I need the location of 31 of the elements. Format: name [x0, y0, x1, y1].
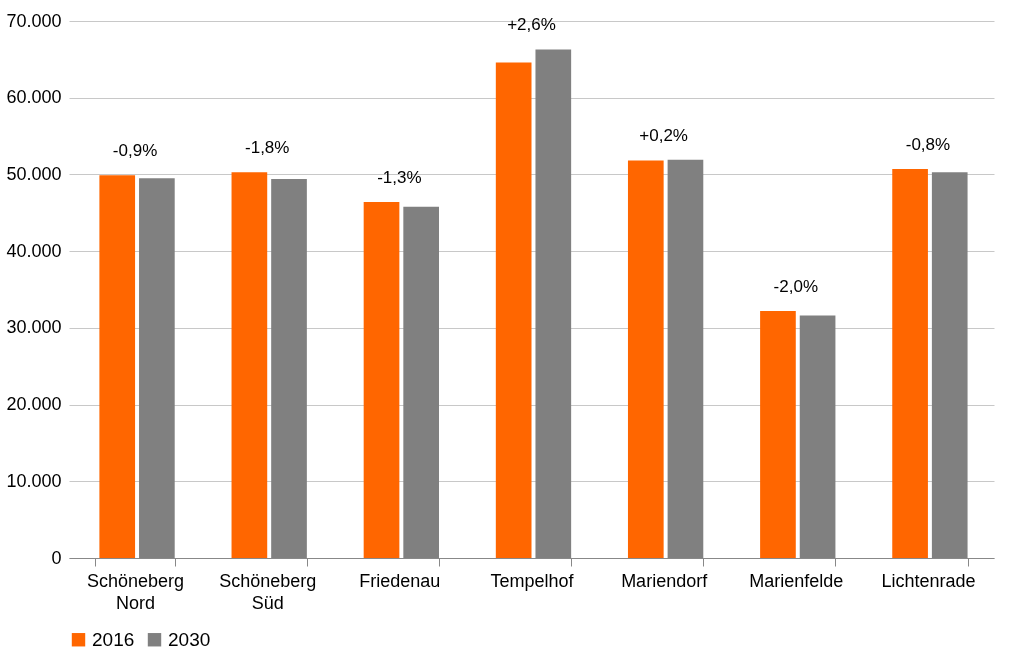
bar: [627, 160, 664, 558]
bar: [363, 202, 400, 558]
y-tick-label: 0: [51, 547, 62, 568]
x-tick-label: Lichtenrade: [881, 570, 976, 591]
y-tick-label: 20.000: [6, 394, 62, 415]
y-tick-label: 60.000: [6, 87, 62, 108]
x-tick-label: Tempelhof: [490, 570, 575, 591]
y-tick-label: 30.000: [6, 317, 62, 338]
x-tick-label: Mariendorf: [621, 570, 709, 591]
bar: [99, 175, 136, 558]
y-tick-label: 50.000: [6, 163, 62, 184]
annotation: -0,9%: [112, 141, 158, 161]
x-tick-label: Schöneberg Nord: [87, 570, 185, 613]
annotation: -0,8%: [905, 135, 951, 155]
x-tick-label: Schöneberg Süd: [219, 570, 317, 613]
x-tick-label: Marienfelde: [749, 570, 844, 591]
annotation: -1,8%: [245, 138, 290, 158]
x-tick-label: Friedenau: [359, 570, 441, 591]
y-tick-label: 10.000: [6, 470, 62, 491]
bar: [892, 169, 928, 558]
bar: [495, 62, 532, 558]
annotation: -1,3%: [377, 168, 422, 188]
annotation: -2,0%: [773, 276, 818, 296]
bar: [231, 172, 268, 558]
annotation: +2,6%: [507, 15, 556, 35]
y-tick-label: 40.000: [6, 240, 62, 261]
legend-label: 2030: [168, 628, 211, 650]
legend-label: 2016: [92, 628, 135, 650]
bar: [760, 310, 796, 558]
annotation: +0,2%: [639, 125, 688, 145]
y-tick-label: 70.000: [6, 10, 62, 31]
